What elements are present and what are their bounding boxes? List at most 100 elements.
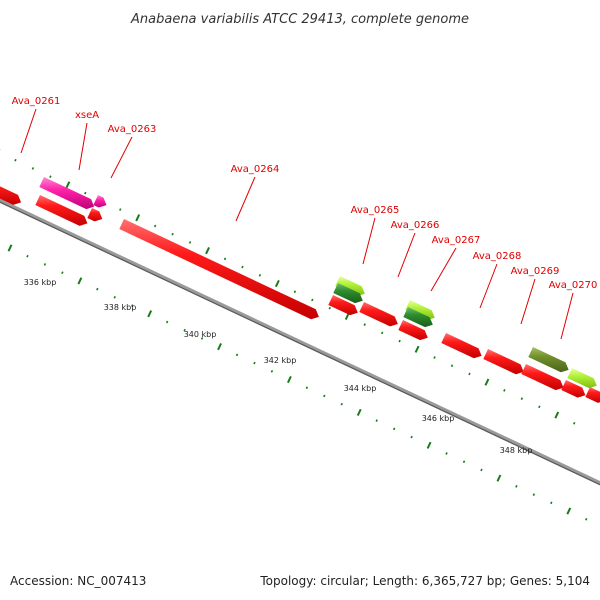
kbp-label: 348 kbp (500, 446, 533, 455)
gene-leader-line (397, 232, 416, 278)
lower-tick (217, 343, 222, 351)
upper-tick (398, 339, 401, 343)
lower-tick (323, 394, 326, 398)
upper-tick (84, 191, 87, 195)
lower-tick (253, 361, 256, 365)
upper-tick (14, 158, 17, 162)
lower-tick (200, 337, 204, 340)
gene-leader-line (430, 247, 457, 292)
lower-tick (305, 386, 309, 390)
upper-tick (205, 247, 210, 255)
lower-tick (356, 408, 362, 417)
backbone-shadow (0, 201, 600, 486)
gene-glyph (0, 186, 22, 205)
gene-glyph (403, 307, 433, 328)
kbp-label: 336 kbp (24, 278, 57, 287)
gene-glyph (405, 300, 435, 321)
gene-glyph (335, 276, 365, 297)
kbp-label: 338 kbp (104, 303, 137, 312)
gene-label: Ava_0268 (473, 251, 522, 262)
gene-label: Ava_0261 (12, 96, 61, 107)
upper-tick (450, 364, 454, 368)
lower-tick (26, 254, 29, 258)
upper-tick (554, 411, 560, 419)
gene-labels: Ava_0261 xseA Ava_0263 Ava_0264 Ava_0265 Ava_… (12, 96, 598, 340)
upper-tick (31, 167, 35, 170)
kbp-label: 340 kbp (184, 330, 217, 339)
gene-leader-line (362, 217, 376, 265)
lower-tick (392, 427, 396, 431)
gene-leader-line (78, 122, 88, 171)
gene-glyph (87, 208, 103, 222)
upper-tick (223, 257, 227, 261)
gene-label: Ava_0267 (432, 235, 481, 246)
gene-label: Ava_0266 (391, 220, 440, 231)
gene-glyph (35, 195, 88, 226)
lower-tick (566, 507, 572, 515)
lower-tick (183, 328, 186, 332)
gene-glyph (328, 295, 358, 316)
gene-label: Ava_0264 (231, 164, 280, 175)
upper-tick (311, 298, 314, 302)
lower-tick (235, 353, 239, 357)
upper-tick (503, 389, 506, 392)
lower-tick (480, 468, 483, 472)
lower-tick (515, 485, 518, 488)
gene-glyph (398, 320, 428, 341)
upper-tick (380, 331, 384, 335)
gene-label: Ava_0265 (351, 205, 400, 216)
lower-tick (147, 310, 153, 318)
gene-label: Ava_0270 (549, 280, 598, 291)
gene-glyph (483, 349, 524, 375)
gene-leader-line (479, 263, 498, 309)
gene-leader-line (520, 278, 536, 325)
kbp-label: 342 kbp (264, 356, 297, 365)
kbp-label: 346 kbp (422, 414, 455, 423)
gene-label: Ava_0263 (108, 124, 157, 135)
genome-summary-text: Topology: circular; Length: 6,365,727 bp… (260, 574, 590, 588)
lower-tick (77, 277, 83, 285)
lower-tick (410, 435, 413, 439)
upper-tick (414, 345, 420, 353)
lower-tick (43, 263, 47, 266)
lower-tick (375, 419, 378, 422)
gene-glyph (441, 333, 482, 359)
genome-backbone (0, 198, 600, 486)
upper-tick (135, 214, 141, 222)
gene-label: xseA (75, 110, 99, 121)
upper-tick (153, 224, 157, 228)
gene-leader-line (110, 136, 133, 179)
accession-text: Accession: NC_007413 (10, 574, 147, 588)
lower-tick (445, 452, 448, 455)
gene-glyph (93, 195, 107, 208)
lower-tick (165, 320, 169, 324)
lower-tick (462, 460, 466, 464)
upper-tick (468, 372, 471, 376)
gene-glyph (528, 347, 569, 373)
lower-tick (340, 402, 343, 406)
gene-glyph (585, 387, 600, 403)
lower-tick (7, 244, 13, 252)
upper-tick (119, 208, 122, 211)
lower-tick (585, 517, 588, 521)
upper-tick (328, 306, 331, 310)
gene-label: Ava_0269 (511, 266, 560, 277)
upper-tick (433, 356, 436, 359)
upper-tick (274, 279, 280, 288)
upper-tick (241, 265, 244, 269)
upper-tick (258, 273, 262, 277)
lower-tick (286, 375, 292, 384)
upper-tick (49, 175, 52, 178)
lower-tick (270, 369, 274, 373)
lower-tick (426, 441, 432, 449)
upper-tick (573, 421, 576, 425)
gene-glyph (359, 302, 398, 327)
gene-glyph (567, 368, 597, 389)
gene-glyph (333, 283, 363, 304)
upper-tick (293, 290, 297, 294)
map-title: Anabaena variabilis ATCC 29413, complete… (130, 12, 469, 27)
lower-tick (532, 493, 536, 496)
upper-tick (188, 241, 192, 244)
upper-tick (363, 323, 366, 326)
gene-glyph (521, 364, 564, 391)
